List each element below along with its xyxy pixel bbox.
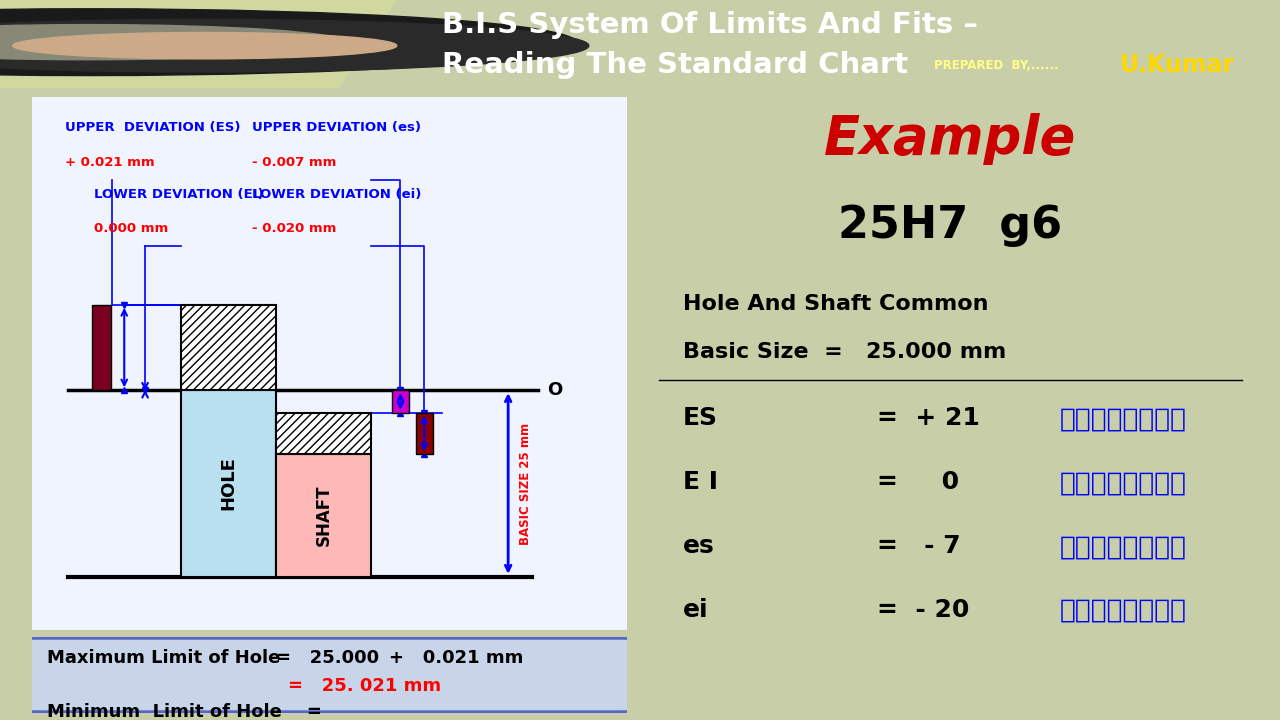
Text: =   - 7: = - 7 bbox=[878, 534, 961, 558]
Text: O: O bbox=[547, 382, 562, 399]
Text: Reading The Standard Chart: Reading The Standard Chart bbox=[442, 51, 908, 79]
Text: मायक्रॉन: मायक्रॉन bbox=[1060, 470, 1187, 496]
FancyBboxPatch shape bbox=[26, 92, 634, 635]
Text: B.I.S System Of Limits And Fits –: B.I.S System Of Limits And Fits – bbox=[442, 11, 978, 39]
Text: LOWER DEVIATION (EI): LOWER DEVIATION (EI) bbox=[95, 188, 264, 201]
Bar bbox=[416, 413, 433, 454]
Circle shape bbox=[0, 24, 346, 60]
Circle shape bbox=[13, 32, 397, 59]
Text: BASIC SIZE 25 mm: BASIC SIZE 25 mm bbox=[518, 423, 532, 544]
Text: 0.000 mm: 0.000 mm bbox=[95, 222, 169, 235]
Text: Basic Size  =   25.000 mm: Basic Size = 25.000 mm bbox=[684, 342, 1006, 362]
Text: +   0.021 mm: + 0.021 mm bbox=[389, 649, 524, 667]
Circle shape bbox=[0, 9, 576, 76]
FancyBboxPatch shape bbox=[23, 639, 636, 711]
Text: =  - 20: = - 20 bbox=[878, 598, 970, 622]
Text: मायक्रॉन: मायक्रॉन bbox=[1060, 598, 1187, 624]
Text: =   25. 021 mm: = 25. 021 mm bbox=[288, 677, 442, 695]
Text: HOLE: HOLE bbox=[219, 456, 237, 510]
Text: UPPER  DEVIATION (ES): UPPER DEVIATION (ES) bbox=[65, 121, 241, 134]
Text: Maximum Limit of Hole: Maximum Limit of Hole bbox=[47, 649, 280, 667]
Text: - 0.007 mm: - 0.007 mm bbox=[252, 156, 337, 168]
Text: LOWER DEVIATION (ei): LOWER DEVIATION (ei) bbox=[252, 188, 421, 201]
Text: Hole And Shaft Common: Hole And Shaft Common bbox=[684, 294, 988, 315]
Text: E I: E I bbox=[684, 470, 718, 494]
Text: es: es bbox=[684, 534, 714, 558]
Text: ei: ei bbox=[684, 598, 709, 622]
Bar bbox=[276, 454, 371, 577]
Text: =     0: = 0 bbox=[878, 470, 960, 494]
Bar bbox=[92, 305, 110, 390]
Circle shape bbox=[0, 19, 589, 72]
Text: Example: Example bbox=[824, 113, 1076, 165]
Text: मायक्रॉन: मायक्रॉन bbox=[1060, 534, 1187, 560]
Text: UPPER DEVIATION (es): UPPER DEVIATION (es) bbox=[252, 121, 421, 134]
Text: - 0.020 mm: - 0.020 mm bbox=[252, 222, 337, 235]
Bar bbox=[276, 413, 371, 454]
Text: PREPARED  BY,......: PREPARED BY,...... bbox=[934, 58, 1059, 71]
Text: + 0.021 mm: + 0.021 mm bbox=[65, 156, 155, 168]
Bar bbox=[180, 390, 276, 577]
Text: मायक्रॉन: मायक्रॉन bbox=[1060, 406, 1187, 432]
Text: 25H7  g6: 25H7 g6 bbox=[838, 204, 1062, 247]
Bar bbox=[392, 390, 408, 413]
Text: Minimum  Limit of Hole    =: Minimum Limit of Hole = bbox=[47, 703, 321, 720]
Polygon shape bbox=[0, 0, 397, 88]
Bar bbox=[180, 305, 276, 390]
Text: =  + 21: = + 21 bbox=[878, 406, 980, 431]
Text: ES: ES bbox=[684, 406, 718, 431]
Text: =   25.000: = 25.000 bbox=[276, 649, 379, 667]
Text: SHAFT: SHAFT bbox=[315, 485, 333, 546]
Text: U.Kumar: U.Kumar bbox=[1120, 53, 1235, 77]
